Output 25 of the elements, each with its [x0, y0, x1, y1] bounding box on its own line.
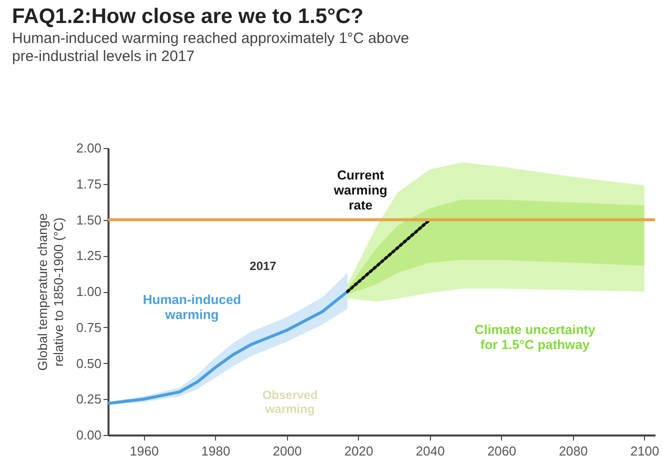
- annotation: 2017: [250, 259, 277, 273]
- y-tick-label: 1.50: [76, 212, 102, 228]
- y-tick-label: 2.00: [76, 140, 102, 156]
- chart-subtitle: Human-induced warming reached approximately 1°C above pre-industrial levels in 2017: [12, 30, 410, 65]
- y-axis-title: Global temperature change relative to 1850-1900 (°C): [35, 213, 66, 371]
- y-tick-label: 1.75: [76, 176, 102, 192]
- y-tick-label: 0.25: [76, 392, 102, 407]
- y-tick-label: 0.50: [76, 356, 102, 371]
- x-tick-label: 2040: [416, 444, 445, 458]
- x-tick-label: 2000: [272, 444, 302, 458]
- x-tick-label: 2020: [344, 444, 374, 458]
- x-tick-label: 2060: [487, 444, 516, 458]
- y-tick-label: 0.75: [76, 320, 102, 335]
- annotation: Current warming rate: [332, 167, 388, 212]
- y-tick-label: 1.25: [76, 248, 102, 264]
- x-tick-label: 2080: [558, 444, 588, 458]
- x-tick-label: 1980: [201, 444, 230, 458]
- annotation: Climate uncertainty for 1.5°C pathway: [474, 322, 596, 352]
- annotation: Human-induced warming: [142, 292, 242, 322]
- chart-title: FAQ1.2:How close are we to 1.5°C?: [12, 5, 364, 28]
- x-tick-label: 2100: [630, 444, 660, 458]
- x-tick-label: 1960: [130, 444, 159, 458]
- annotation: Observed warming: [262, 388, 318, 416]
- y-tick-label: 0.00: [76, 428, 102, 442]
- y-tick-label: 1.00: [76, 284, 102, 299]
